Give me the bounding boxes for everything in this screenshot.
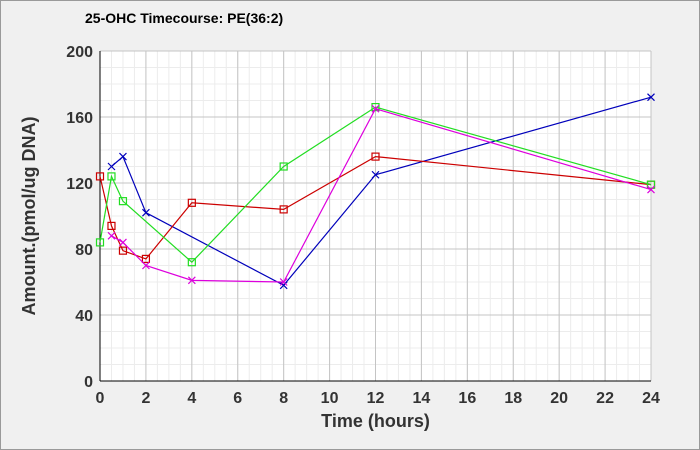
- x-tick-label: 14: [413, 390, 431, 407]
- y-axis-label: Amount.(pmol/ug DNA): [19, 117, 39, 316]
- x-tick-label: 24: [642, 390, 660, 407]
- series-2: [95, 152, 656, 263]
- series-group: [95, 93, 656, 290]
- data-point: [371, 104, 380, 113]
- axes: [99, 51, 651, 382]
- x-tick-label: 12: [367, 390, 385, 407]
- data-point: [187, 198, 196, 207]
- series-line: [99, 106, 652, 264]
- data-point: [187, 258, 196, 267]
- data-point: [95, 172, 105, 181]
- x-tick-label: 4: [187, 390, 196, 407]
- y-tick-label: 120: [66, 176, 93, 193]
- y-tick-label: 0: [84, 374, 93, 391]
- data-point: [119, 238, 127, 247]
- data-point: [647, 185, 655, 194]
- data-point: [279, 281, 288, 290]
- x-tick-label: 2: [141, 390, 150, 407]
- data-point: [119, 152, 127, 161]
- data-point: [371, 152, 380, 161]
- y-tick-label: 40: [75, 308, 93, 325]
- y-tick-label: 160: [66, 110, 93, 127]
- x-tick-label: 10: [321, 390, 339, 407]
- data-point: [107, 231, 116, 240]
- y-tick-label: 80: [75, 242, 93, 259]
- data-point: [279, 278, 288, 286]
- data-point: [141, 208, 150, 217]
- x-tick-label: 20: [550, 390, 568, 407]
- major-grid: [99, 50, 652, 382]
- data-point: [118, 197, 128, 206]
- data-point: [371, 102, 380, 112]
- data-point: [647, 93, 655, 102]
- data-point: [107, 162, 116, 171]
- data-point: [187, 276, 196, 285]
- data-point: [107, 172, 116, 181]
- x-tick-label: 8: [279, 390, 288, 407]
- chart-title: 25-OHC Timecourse: PE(36:2): [85, 10, 283, 26]
- data-point: [118, 246, 128, 255]
- x-tick-label: 0: [96, 390, 105, 407]
- data-point: [95, 238, 105, 247]
- y-tick-labels: 0 40 80 120 160 200: [66, 44, 93, 391]
- data-point: [141, 254, 151, 263]
- series-4: [107, 104, 655, 286]
- data-point: [107, 221, 116, 230]
- data-point: [371, 170, 380, 179]
- y-tick-label: 200: [66, 44, 93, 61]
- series-3: [95, 102, 656, 267]
- data-point: [279, 162, 288, 171]
- x-tick-label: 6: [233, 390, 242, 407]
- x-tick-label: 16: [458, 390, 476, 407]
- x-axis-label: Time (hours): [321, 411, 430, 431]
- x-tick-labels: 0 2 4 6 8 10 12 14 16 18 20 22 24: [96, 390, 660, 407]
- data-point: [141, 261, 150, 270]
- x-tick-label: 18: [504, 390, 522, 407]
- data-point: [279, 205, 288, 214]
- series-line: [99, 155, 652, 260]
- x-tick-label: 22: [596, 390, 614, 407]
- data-point: [646, 180, 656, 189]
